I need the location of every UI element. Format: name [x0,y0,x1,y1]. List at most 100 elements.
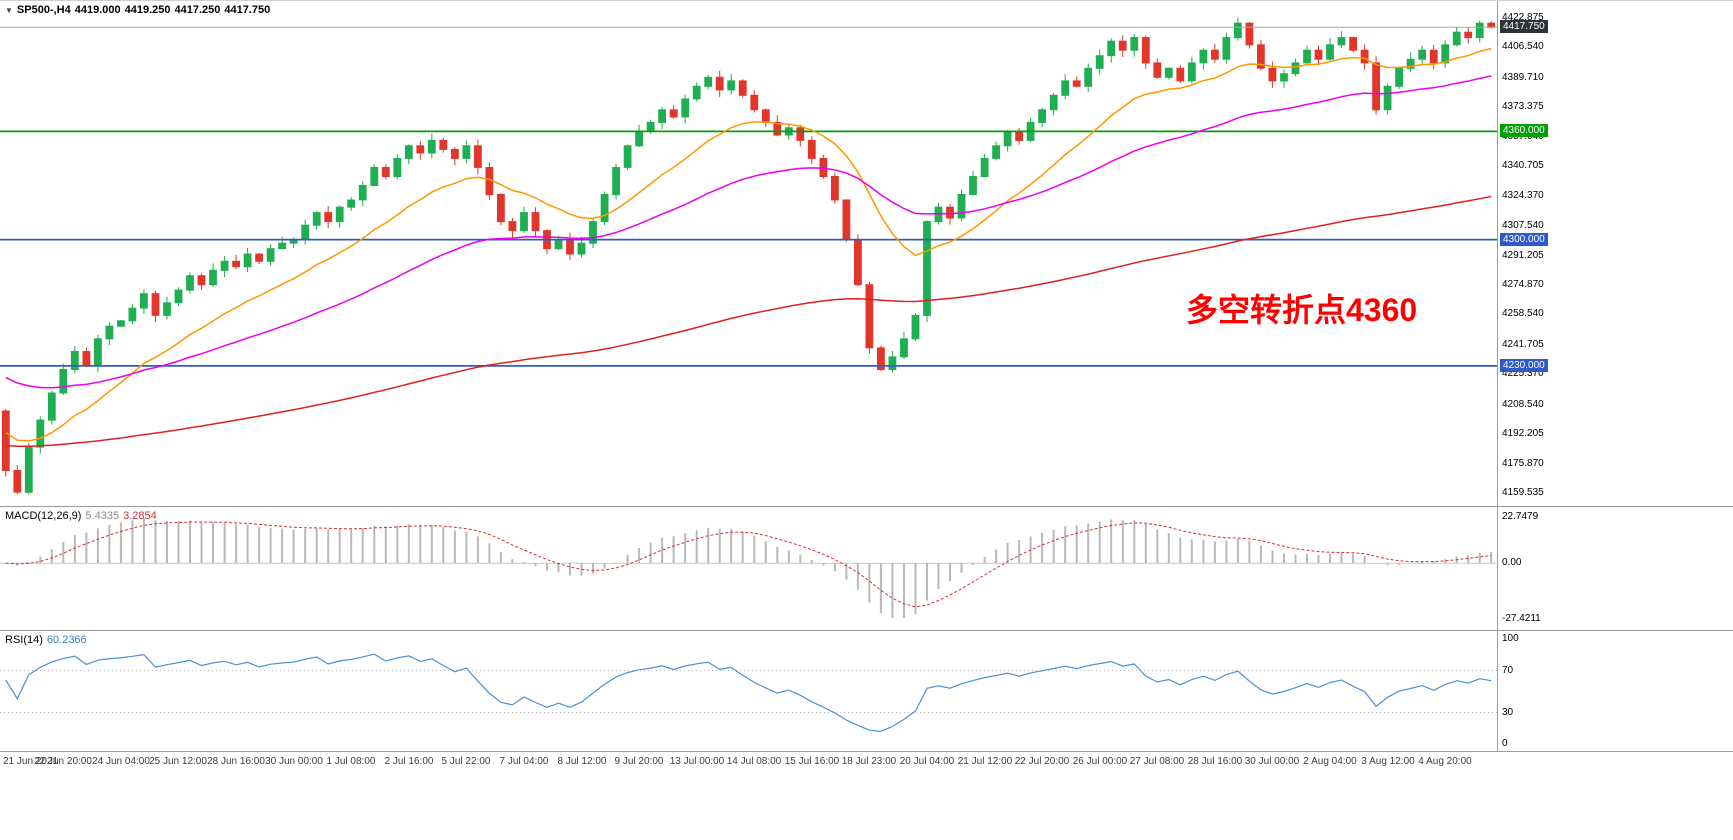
time-label: 2 Jul 16:00 [384,756,434,767]
candle-up [59,369,68,394]
main-chart-pane: ▼ SP500-,H4 4419.000 4419.250 4417.250 4417.7… [0,0,1733,507]
candle-up [923,221,931,316]
quote-open: 4419.000 [74,4,121,16]
candle-down [761,109,770,123]
candle-up [1095,55,1104,69]
trend-annotation-text[interactable]: 多空转折点4360 [1186,292,1418,328]
candle-up [105,325,114,340]
candle-up [1084,67,1093,87]
ma-line-fast-orange [5,47,1492,442]
candle-up [1234,22,1242,39]
collapse-triangle-icon[interactable]: ▼ [5,6,13,15]
rsi-value: 60.2366 [46,634,87,646]
candle-up [1303,49,1311,64]
candle-up [1049,94,1058,111]
candle-down [13,470,22,493]
candle-up [186,275,194,291]
candle-up [980,158,989,177]
price-chart-canvas[interactable] [0,1,1497,506]
level-price-badge: 4360.000 [1500,124,1548,137]
time-label: 30 Jun 00:00 [265,756,323,767]
candle-down [531,212,540,232]
price-tick: 4192.205 [1502,428,1544,439]
time-label: 1 Jul 08:00 [326,756,376,767]
macd-header: MACD(12,26,9) 5.4335 3.2854 [5,510,157,522]
candle-down [439,139,448,150]
candle-up [209,269,217,286]
candle-up [1164,67,1173,78]
rsi-canvas[interactable] [0,631,1497,751]
candle-up [1406,58,1415,69]
candle-down [1245,22,1254,46]
macd-axis[interactable]: 22.7479 0.00 -27.4211 [1497,507,1733,630]
time-label: 30 Jul 00:00 [1244,756,1300,767]
candle-up [1222,37,1231,60]
candle-down [1141,37,1150,64]
candle-up [692,85,701,100]
macd-signal-value: 3.2854 [123,510,157,522]
candle-up [1452,31,1461,46]
candle-up [969,176,977,195]
candle-up [370,167,379,186]
candle-up [992,145,1001,159]
time-axis[interactable]: 21 Jun 2021 22 Jun 20:00 24 Jun 04:00 25 Ju… [0,752,1733,772]
candle-down [566,239,574,255]
candle-down [1314,49,1323,60]
rsi-axis[interactable]: 100 70 30 0 [1497,631,1733,751]
candle-up [554,239,563,250]
chart-ohlc-header: ▼ SP500-,H4 4419.000 4419.250 4417.250 4417.7… [5,4,274,16]
candle-up [1337,37,1346,46]
candle-up [957,194,966,219]
rsi-axis-tick: 70 [1502,665,1514,676]
candle-down [946,206,954,219]
macd-indicator-pane: MACD(12,26,9) 5.4335 3.2854 22.7479 0.00 -27… [0,507,1733,631]
candle-down [1015,130,1024,141]
candle-down [796,127,805,141]
time-label: 25 Jun 12:00 [149,756,207,767]
candle-down [1268,67,1277,82]
rsi-axis-tick: 100 [1502,633,1519,644]
candle-up [658,109,667,123]
candle-up [301,224,310,241]
candle-up [266,248,275,262]
price-tick: 4291.205 [1502,250,1544,261]
time-label: 8 Jul 12:00 [557,756,607,767]
candle-up [140,293,148,309]
time-label: 21 Jul 12:00 [957,756,1013,767]
candle-down [451,148,459,159]
candle-up [1280,73,1288,82]
time-label: 15 Jul 16:00 [784,756,840,767]
candle-down [1118,40,1127,51]
level-price-badge: 4230.000 [1500,359,1548,372]
price-axis[interactable]: 4422.8754406.5404389.7104373.3754357.040… [1497,1,1733,506]
quote-close: 4417.750 [224,4,271,16]
macd-axis-tick: 0.00 [1502,557,1522,568]
candle-down [508,221,517,232]
candle-up [36,419,45,448]
candle-down [1,410,10,471]
macd-canvas[interactable] [0,507,1497,629]
candle-up [1199,49,1208,64]
price-tick: 4406.540 [1502,41,1544,52]
macd-axis-tick: 22.7479 [1502,511,1539,522]
candle-up [70,351,79,370]
price-tick: 4389.710 [1502,72,1544,83]
price-tick: 4324.370 [1502,190,1544,201]
price-tick: 4422.875 [1502,12,1544,23]
candle-up [888,356,897,370]
price-tick: 4225.370 [1502,368,1544,379]
rsi-axis-tick: 0 [1502,738,1508,749]
price-tick: 4258.540 [1502,308,1544,319]
candle-down [197,275,206,286]
time-label: 28 Jun 16:00 [207,756,265,767]
price-tick: 4340.705 [1502,160,1544,171]
candle-up [727,80,736,91]
candle-down [1487,22,1496,28]
candle-up [1418,49,1427,60]
candle-up [1441,44,1450,64]
candle-down [324,212,333,223]
candle-up [1061,80,1070,96]
candle-down [381,167,390,177]
price-tick: 4159.535 [1502,487,1544,498]
time-label: 24 Jun 04:00 [92,756,150,767]
